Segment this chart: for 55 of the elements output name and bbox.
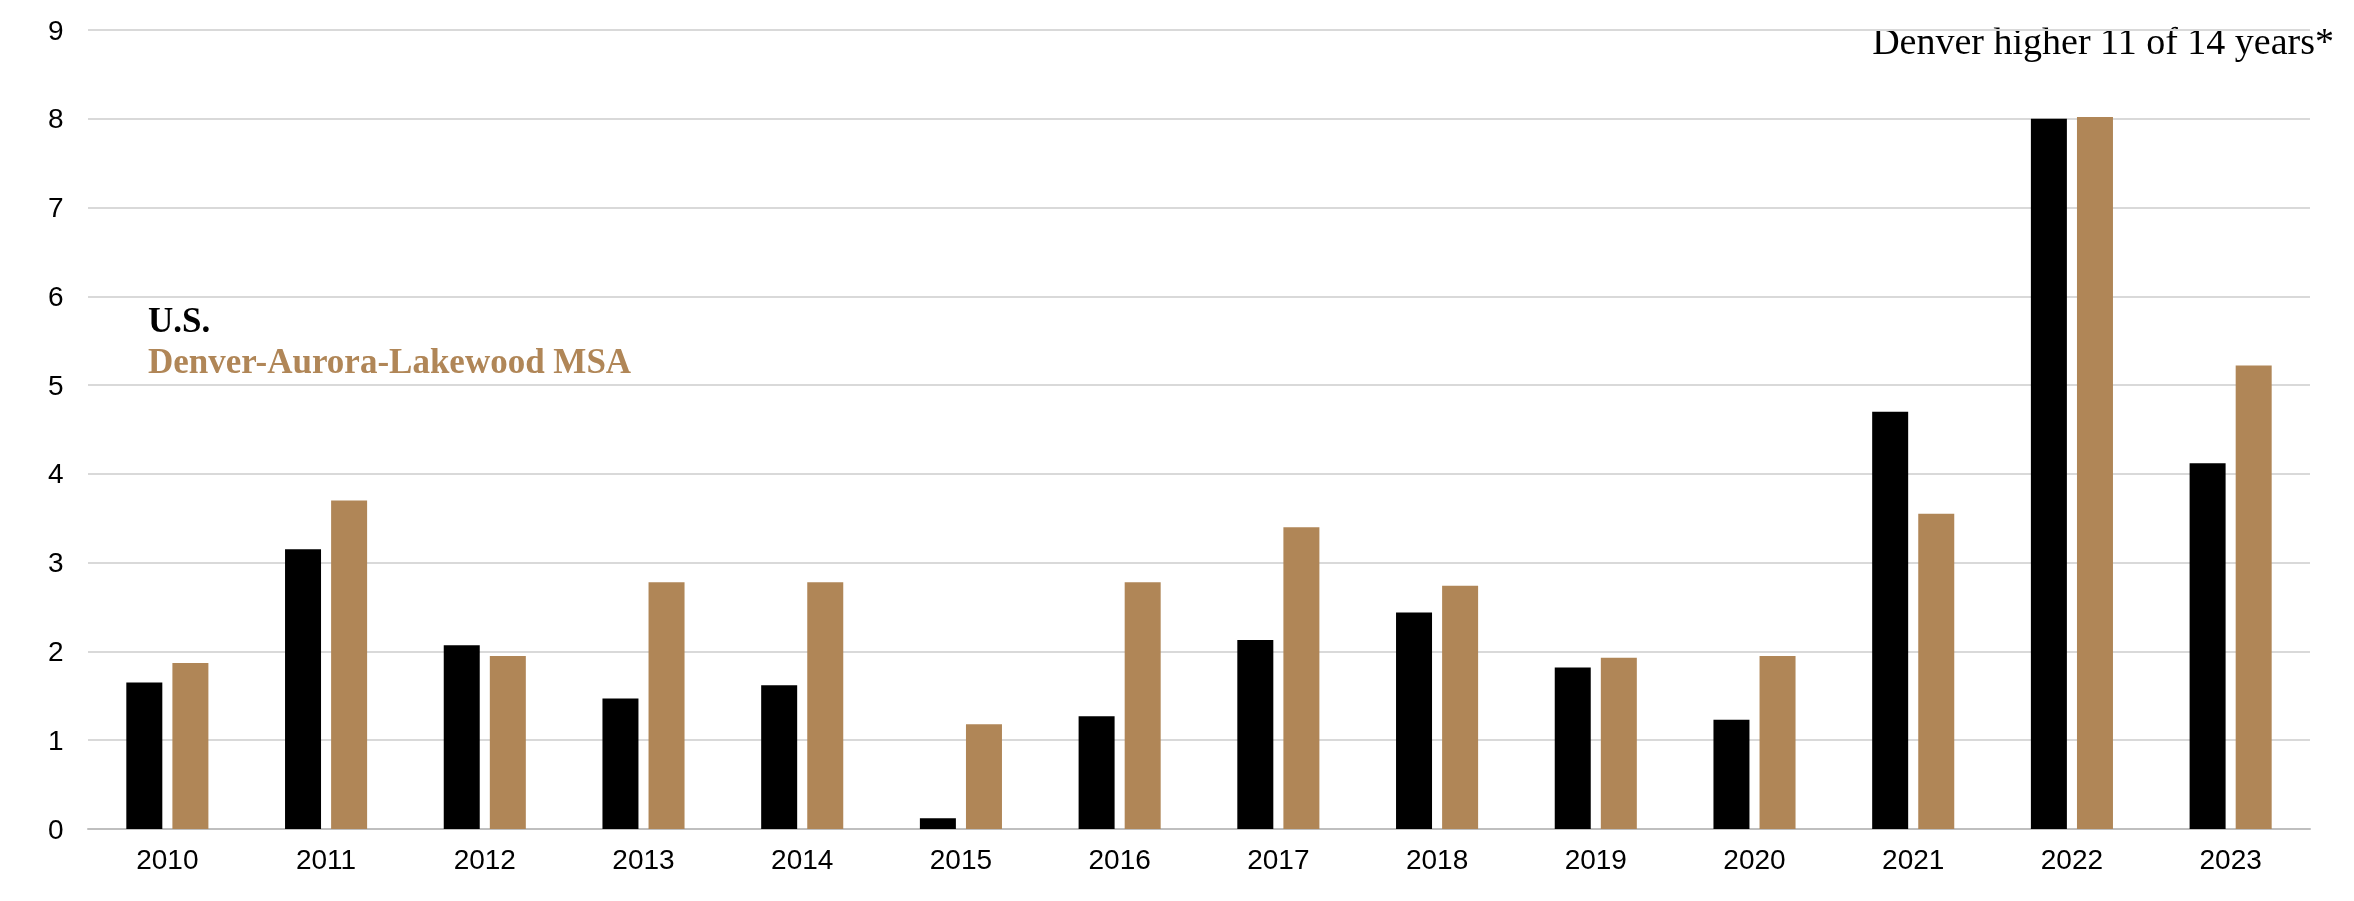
text: Denver-Aurora-Lakewood MSA [148,342,632,381]
bar [807,582,844,829]
bar [2030,118,2067,829]
x-tick-label: 2015 [929,843,993,875]
bar [1713,719,1750,829]
annotation: Denver higher 11 of 14 years* [1872,20,2334,62]
bar [919,818,956,829]
bar [2189,463,2226,829]
bar [1918,513,1955,829]
bar [172,662,209,829]
bar [1237,639,1274,829]
bar [1759,655,1796,829]
bar [648,582,685,829]
bar [1124,582,1161,829]
bar [1600,657,1637,829]
bar [331,500,368,829]
bar [1283,527,1320,829]
y-tick-label: 4 [48,458,64,490]
y-tick-label: 3 [48,547,64,579]
bar [1078,716,1115,829]
y-tick-label: 7 [48,192,64,224]
x-tick-label: 2012 [453,843,516,875]
bar [443,645,480,829]
bar [761,685,798,829]
x-tick-label: 2011 [295,843,357,875]
bar [2076,117,2113,829]
x-tick-label: 2019 [1564,843,1627,875]
bar [1396,612,1433,829]
x-tick-label: 2021 [1882,843,1945,875]
y-tick-label: 5 [48,369,64,401]
x-tick-label: 2020 [1723,843,1786,875]
y-tick-label: 0 [48,813,64,845]
x-tick-label: 2017 [1247,843,1310,875]
y-tick-label: 6 [48,280,64,312]
x-tick-label: 2016 [1088,843,1151,875]
bar [489,655,526,829]
y-tick-label: 9 [48,14,64,46]
bar [602,698,639,829]
x-tick-label: 2018 [1405,843,1469,875]
x-tick-label: 2014 [771,843,834,875]
y-tick-label: 2 [48,635,64,667]
y-tick-label: 8 [48,103,64,135]
x-tick-label: 2023 [2199,843,2262,875]
x-tick-label: 2010 [136,843,199,875]
bar [126,682,163,829]
x-tick-label: 2013 [612,843,675,875]
bar [965,724,1002,829]
bar [1442,585,1479,829]
text: U.S. [148,301,211,340]
x-tick-label: 2022 [2040,843,2104,875]
y-tick-label: 1 [48,724,64,756]
bar [285,549,322,829]
bar [1872,411,1909,829]
bar [1554,667,1591,829]
bar [2235,365,2272,829]
